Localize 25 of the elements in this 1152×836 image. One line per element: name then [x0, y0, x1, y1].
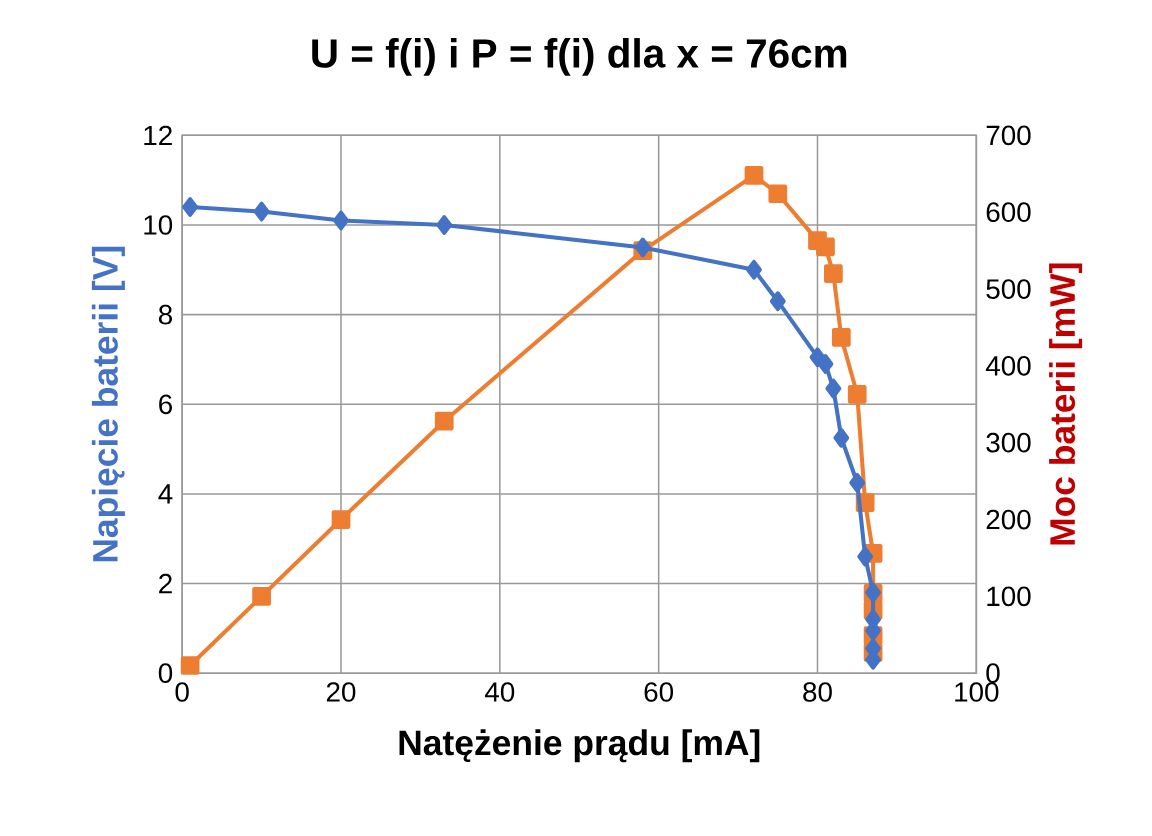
- x-tick-label: 100: [955, 682, 999, 702]
- y-tick-label: 0: [158, 663, 173, 684]
- y2-tick-label: 0: [986, 663, 1000, 684]
- x-tick-label: 0: [175, 682, 189, 702]
- y-tick-label: 2: [159, 573, 172, 594]
- y2-tick-label: 400: [985, 356, 1031, 376]
- y-tick-label: 4: [158, 484, 173, 504]
- x-tick-label: 40: [484, 682, 515, 702]
- y-tick-label: 6: [159, 394, 172, 415]
- x-tick-label: 60: [644, 682, 674, 702]
- y2-tick-label: 700: [986, 125, 1031, 146]
- x-axis-title: Natężenie prądu [mA]: [399, 729, 760, 763]
- y-axis-title: Napięcie baterii [V]: [91, 246, 125, 562]
- x-tick-label: 20: [326, 682, 356, 702]
- y2-tick-label: 500: [986, 279, 1031, 299]
- y2-axis-title: Moc baterii [mW]: [1049, 263, 1083, 545]
- y2-tick-label: 600: [986, 202, 1031, 223]
- y-tick-label: 10: [144, 215, 173, 235]
- y2-tick-label: 300: [986, 432, 1031, 453]
- y2-tick-label: 100: [987, 586, 1031, 607]
- chart-title: U = f(i) i P = f(i) dla x = 76cm: [312, 38, 847, 76]
- y-tick-label: 12: [144, 125, 172, 146]
- y2-tick-label: 200: [986, 509, 1031, 530]
- x-tick-label: 80: [803, 682, 832, 702]
- y-tick-label: 8: [158, 304, 172, 325]
